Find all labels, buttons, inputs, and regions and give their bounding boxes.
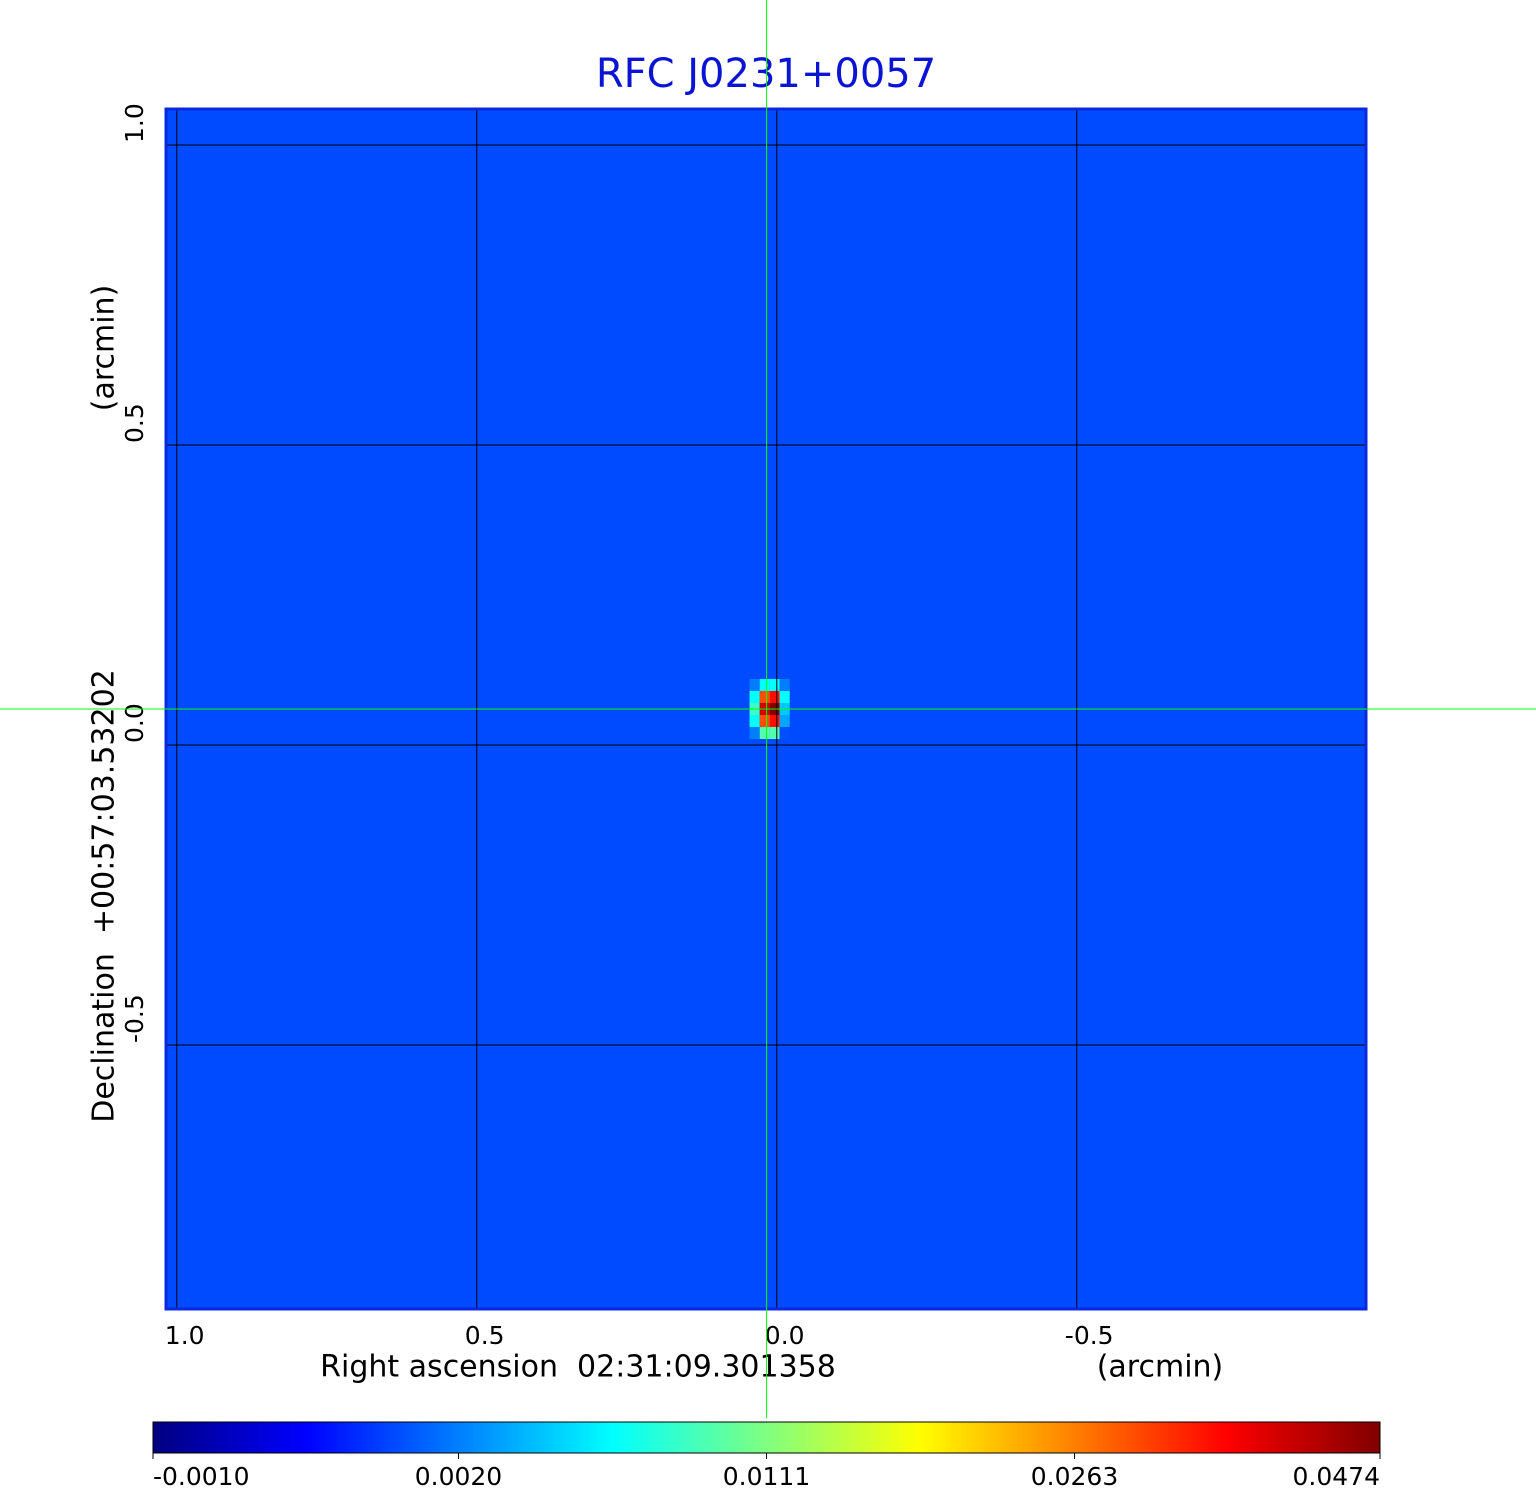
pixel (779, 679, 790, 691)
y-tick-label: 1.0 (120, 103, 149, 143)
x-axis-unit: (arcmin) (1097, 1350, 1224, 1385)
colorbar-tick-label: -0.0010 (153, 1462, 250, 1491)
pixel (759, 715, 770, 727)
pixel (779, 727, 790, 739)
x-tick-label: 1.0 (165, 1321, 205, 1350)
y-axis-unit: (arcmin) (87, 285, 122, 412)
pixel (759, 679, 770, 691)
x-axis-title: Right ascension 02:31:09.301358 (320, 1350, 836, 1385)
pixel (749, 691, 760, 703)
pixel (759, 727, 770, 739)
colorbar-tick-label: 0.0263 (1031, 1462, 1118, 1491)
y-tick-label: -0.5 (120, 994, 149, 1043)
pixel (769, 715, 781, 727)
y-tick-label: 0.0 (120, 703, 149, 743)
pixel (769, 679, 781, 691)
pixel (769, 691, 781, 703)
pixel (779, 715, 790, 727)
pixel (779, 691, 790, 703)
pixel (749, 715, 760, 727)
pixel (749, 727, 760, 739)
y-axis-title: Declination +00:57:03.53202 (87, 669, 122, 1123)
chart-title: RFC J0231+0057 (596, 51, 936, 97)
y-tick-label: 0.5 (120, 403, 149, 443)
colorbar-tick-label: 0.0111 (723, 1462, 810, 1491)
pixel (769, 727, 781, 739)
x-tick-label: -0.5 (1065, 1321, 1114, 1350)
colorbar (152, 1421, 1381, 1454)
colorbar-tick-label: 0.0020 (415, 1462, 502, 1491)
x-tick-label: 0.0 (765, 1321, 805, 1350)
colorbar-tick-label: 0.0474 (1293, 1462, 1380, 1491)
x-tick-label: 0.5 (465, 1321, 505, 1350)
pixel (759, 691, 770, 703)
pixel (749, 679, 760, 691)
